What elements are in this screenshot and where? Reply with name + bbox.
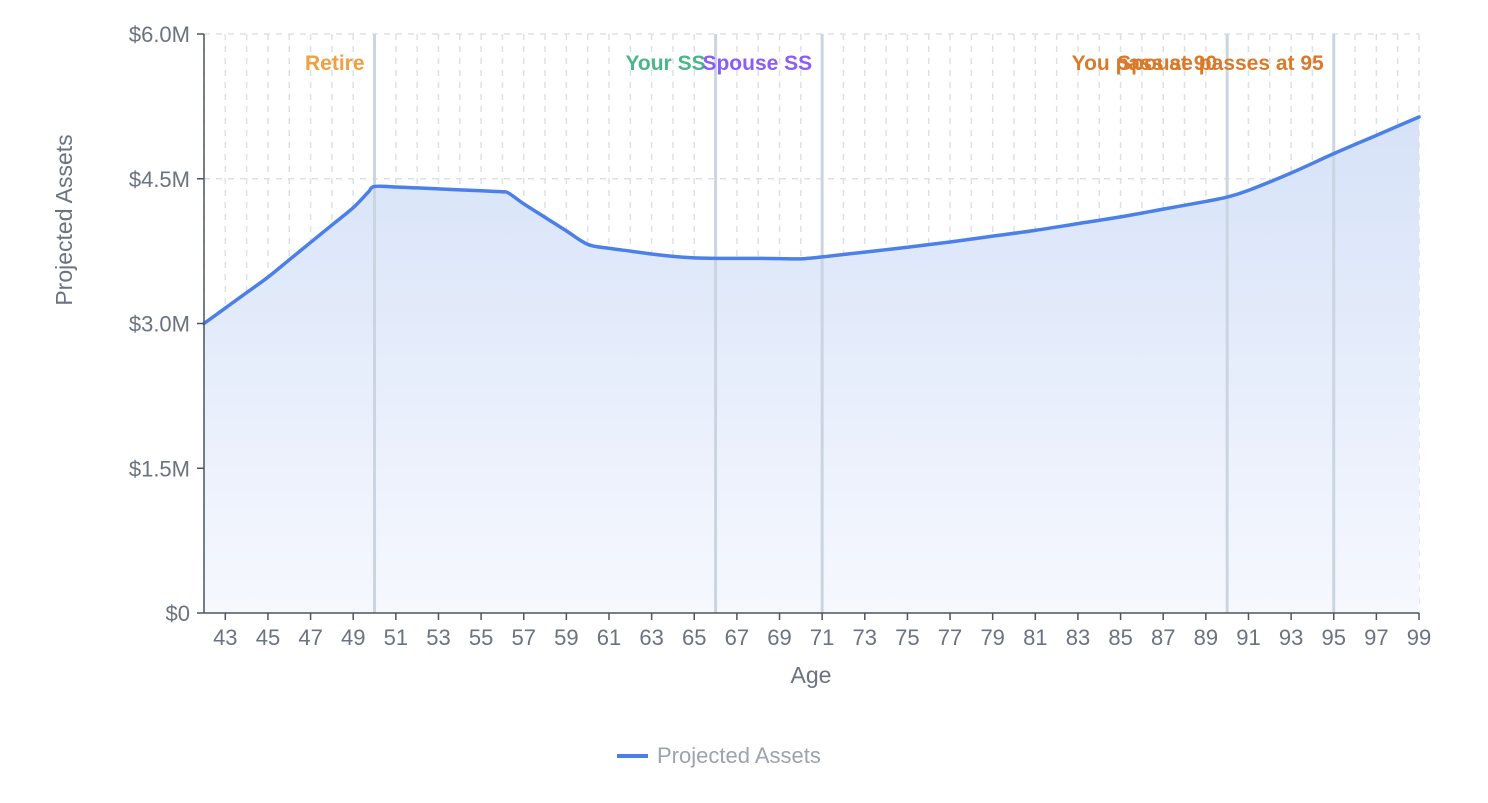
series-line-layer: [202, 115, 1421, 326]
x-tick-label: 81: [1023, 625, 1047, 650]
marker-label: Spouse passes at 95: [1117, 52, 1324, 75]
x-tick-label: 77: [938, 625, 962, 650]
x-tick-label: 69: [767, 625, 791, 650]
marker-label: Spouse SS: [702, 52, 812, 75]
legend-label: Projected Assets: [657, 743, 821, 768]
x-tick-label: 91: [1236, 625, 1260, 650]
x-tick-label: 97: [1364, 625, 1388, 650]
x-tick-label: 85: [1108, 625, 1132, 650]
x-tick-label: 43: [213, 625, 237, 650]
x-tick-label: 73: [853, 625, 877, 650]
x-tick-label: 79: [980, 625, 1004, 650]
y-tick-label: $4.5M: [129, 167, 190, 192]
reference-markers: [373, 34, 1336, 613]
x-tick-label: 65: [682, 625, 706, 650]
x-tick-label: 95: [1321, 625, 1345, 650]
y-tick-label: $0: [166, 601, 190, 626]
x-tick-label: 87: [1151, 625, 1175, 650]
x-tick-label: 93: [1279, 625, 1303, 650]
x-tick-label: 89: [1194, 625, 1218, 650]
area-fill-layer: [204, 116, 1419, 614]
x-axis-title: Age: [791, 662, 832, 688]
x-tick-label: 55: [469, 625, 493, 650]
marker-label: Retire: [305, 52, 365, 75]
x-tick-label: 49: [341, 625, 365, 650]
x-tick-label: 57: [511, 625, 535, 650]
series-line-projected-assets[interactable]: [202, 115, 1421, 326]
x-tick-label: 47: [298, 625, 322, 650]
y-tick-label: $6.0M: [129, 22, 190, 47]
y-tick-label: $1.5M: [129, 456, 190, 481]
x-tick-label: 99: [1407, 625, 1431, 650]
legend[interactable]: Projected Assets: [617, 743, 821, 768]
x-tick-label: 45: [256, 625, 280, 650]
x-tick-label: 51: [384, 625, 408, 650]
marker-label: Your SS: [625, 52, 705, 75]
y-tick-label: $3.0M: [129, 312, 190, 337]
x-tick-label: 71: [810, 625, 834, 650]
y-axis-title: Projected Assets: [51, 134, 77, 305]
x-tick-label: 67: [725, 625, 749, 650]
marker-label: You pass at 90: [1072, 52, 1218, 75]
axes: $0 $1.5M $3.0M $4.5M $6.0M 43 45 47 49 51 53 55 57 59…: [129, 22, 1431, 650]
x-tick-label: 53: [426, 625, 450, 650]
series-area-fill: [204, 116, 1419, 614]
x-tick-label: 61: [597, 625, 621, 650]
x-tick-label: 63: [639, 625, 663, 650]
x-tick-label: 83: [1066, 625, 1090, 650]
x-tick-label: 75: [895, 625, 919, 650]
x-tick-label: 59: [554, 625, 578, 650]
